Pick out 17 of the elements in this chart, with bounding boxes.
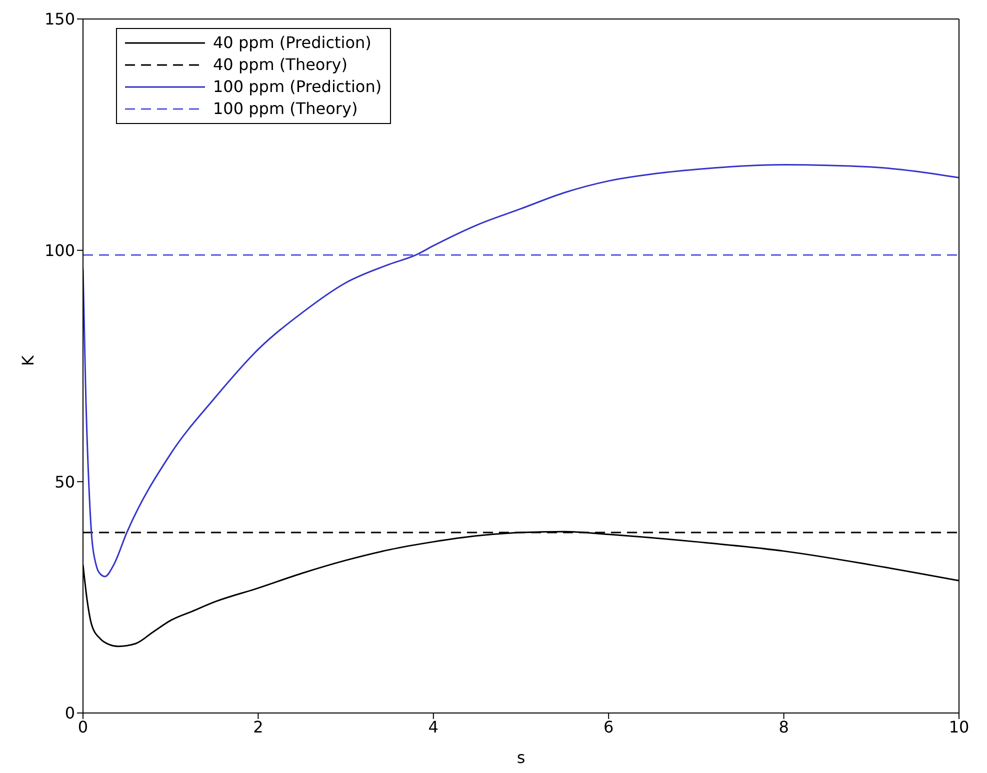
line-series [83,164,959,578]
y-tick-label: 150 [44,10,75,29]
x-axis-title: s [516,748,526,767]
x-tick-label: 4 [428,717,438,736]
y-axis-title: K [18,355,38,366]
y-tick-label: 50 [54,472,75,492]
x-tick-label: 10 [948,717,970,736]
x-tick-label: 6 [604,717,614,736]
legend-label: 100 ppm (Prediction) [213,76,382,98]
y-tick-label: 0 [64,704,75,723]
x-tick-label: 0 [78,717,88,736]
x-tick-label: 2 [253,717,264,736]
legend-label: 40 ppm (Prediction) [213,32,372,54]
x-tick-label: 8 [778,717,789,736]
legend-label: 40 ppm (Theory) [213,54,348,76]
legend-label: 100 ppm (Theory) [213,98,358,120]
y-tick-label: 100 [44,241,75,260]
